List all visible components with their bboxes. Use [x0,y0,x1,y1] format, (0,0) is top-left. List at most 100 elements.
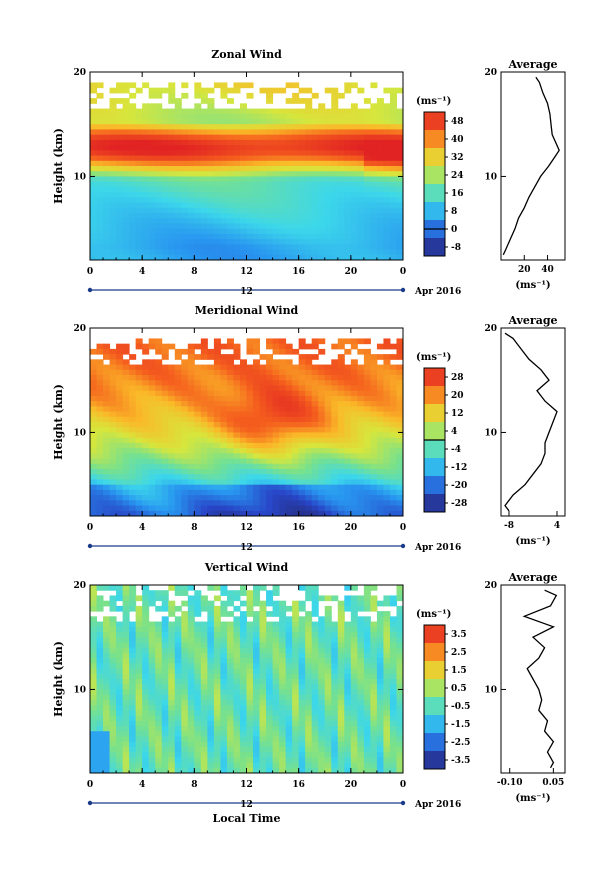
heatmap-cell [239,213,247,219]
heatmap-cell [298,390,306,397]
heatmap-cell [350,605,358,612]
heatmap-cell [383,442,391,449]
heatmap-cell [181,218,189,224]
heatmap-cell [233,652,241,659]
heatmap-cell [350,510,358,517]
colorbar-tick-label: 12 [451,409,464,419]
heatmap-cell [246,364,254,371]
heatmap-cell [187,369,195,376]
heatmap-cell [122,741,130,748]
heatmap-cell [272,416,280,423]
heatmap-cell [253,495,261,501]
heatmap-cell [324,595,332,602]
heatmap-cell [344,479,352,486]
heatmap-cell [220,119,228,125]
heatmap-cell [396,595,404,602]
heatmap-cell [194,484,202,491]
heatmap-cell [96,595,104,602]
heatmap-cell [194,145,202,151]
heatmap-cell [337,150,345,157]
heatmap-cell [376,98,384,104]
heatmap-cell [103,442,111,449]
heatmap-cell [129,176,137,183]
heatmap-cell [213,694,221,701]
heatmap-cell [357,427,365,433]
heatmap-cell [135,746,143,753]
heatmap-cell [259,171,267,177]
heatmap-cell [344,427,352,433]
heatmap-cell [142,699,150,706]
heatmap-cell [370,757,378,764]
heatmap-cell [324,186,332,193]
heatmap-cell [383,611,391,617]
heatmap-cell [279,186,287,193]
heatmap-cell [383,401,391,407]
heatmap-cell [207,254,215,261]
heatmap-cell [357,171,365,177]
heatmap-cell [174,489,182,496]
heatmap-cell [253,448,261,454]
heatmap-cell [233,442,241,449]
heatmap-cell [370,207,378,214]
heatmap-cell [389,632,397,638]
heatmap-cell [396,684,404,690]
heatmap-cell [292,218,300,224]
heatmap-cell [305,752,313,758]
heatmap-cell [207,767,215,774]
heatmap-cell [318,495,326,501]
heatmap-cell [376,626,384,633]
heatmap-cell [103,233,111,240]
heatmap-cell [253,223,261,230]
heatmap-cell [122,207,130,214]
heatmap-cell [96,437,104,444]
heatmap-cell [187,658,195,664]
heatmap-cell [253,458,261,465]
heatmap-cell [168,637,176,643]
heatmap-cell [272,474,280,480]
heatmap-cell [324,432,332,439]
heatmap-cell [389,390,397,397]
heatmap-cell [200,390,208,397]
heatmap-cell [207,150,215,157]
heatmap-cell [187,741,195,748]
heatmap-cell [350,119,358,125]
heatmap-cell [383,155,391,162]
heatmap-cell [161,632,169,638]
heatmap-cell [122,605,130,612]
heatmap-cell [168,663,176,670]
heatmap-cell [220,762,228,769]
heatmap-cell [389,448,397,454]
heatmap-cell [298,202,306,209]
heatmap-cell [142,364,150,371]
heatmap-cell [148,192,156,198]
heatmap-cell [96,348,104,355]
heatmap-cell [90,139,98,146]
heatmap-cell [90,348,98,355]
heatmap-cell [155,720,163,727]
heatmap-cell [383,600,391,607]
heatmap-cell [318,720,326,727]
heatmap-cell [298,474,306,480]
heatmap-cell [389,406,397,413]
heatmap-cell [279,762,287,769]
heatmap-cell [311,432,319,439]
heatmap-cell [389,726,397,732]
heatmap-cell [90,679,98,685]
heatmap-cell [207,145,215,151]
heatmap-cell [370,632,378,638]
heatmap-cell [109,694,117,701]
heatmap-cell [311,736,319,743]
heatmap-cell [389,746,397,753]
heatmap-cell [96,82,104,89]
heatmap-cell [161,437,169,444]
y-axis-label: Height (km) [52,384,65,460]
heatmap-cell [129,448,137,454]
heatmap-cell [129,354,137,360]
heatmap-cell [266,390,274,397]
heatmap-cell [194,92,202,99]
heatmap-cell [122,176,130,183]
heatmap-cell [324,134,332,141]
heatmap-cell [383,139,391,146]
heatmap-cell [350,489,358,496]
heatmap-cell [266,213,274,219]
